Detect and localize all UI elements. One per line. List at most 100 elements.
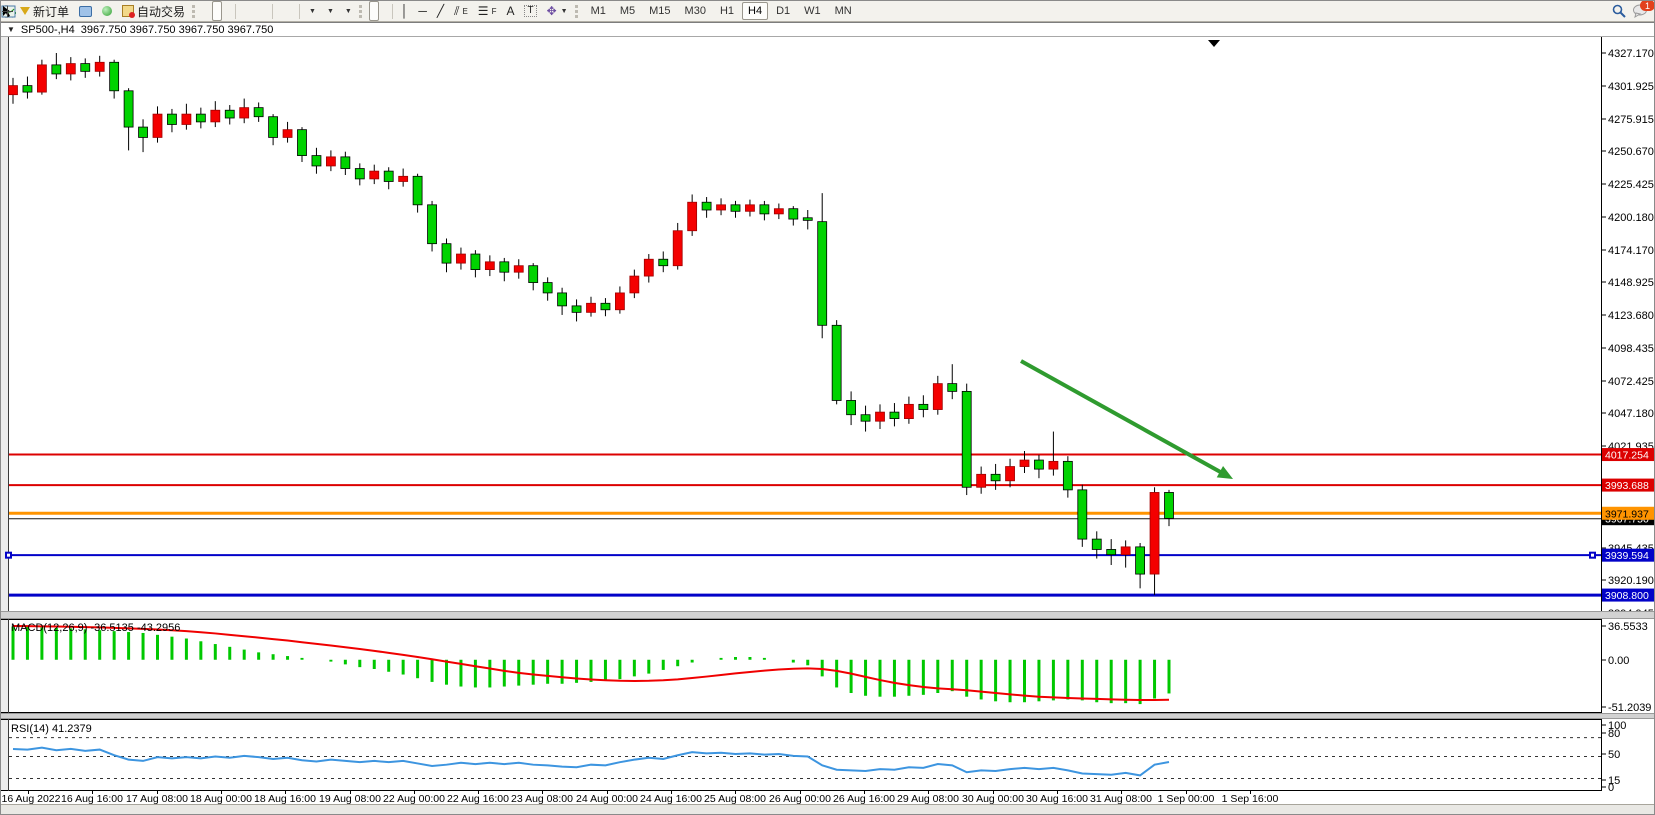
notification-badge[interactable]: 1 [1640, 1, 1654, 11]
zoom-in-button[interactable] [2, 1, 249, 21]
new-chart-button[interactable]: ▼ [1, 1, 321, 21]
text-tool[interactable]: A [501, 1, 519, 21]
chart-header: ▼ SP500-,H4 3967.750 3967.750 3967.750 3… [1, 22, 1654, 37]
panel-divider-rsi[interactable] [1, 713, 1654, 719]
price-tick-label: 4250.670 [1608, 146, 1654, 158]
trend-arrow[interactable] [1020, 359, 1227, 477]
cursor-tool-button[interactable] [3, 1, 379, 21]
candle-body [311, 155, 322, 167]
timeframe-button-MN[interactable]: MN [834, 5, 852, 17]
timeframe-button-H1[interactable]: H1 [719, 5, 735, 17]
candle-body [1091, 538, 1102, 550]
time-label: 22 Aug 00:00 [383, 793, 445, 805]
market-watch-button[interactable] [74, 1, 97, 21]
fibonacci-tool[interactable]: ☰ F [477, 4, 497, 18]
price-tick-label: 4072.425 [1608, 376, 1654, 388]
indicators-button[interactable]: ▼ [1, 1, 357, 21]
candle-body [470, 253, 481, 270]
price-tick-label: 4327.170 [1608, 48, 1654, 60]
candle-body [109, 61, 120, 92]
candle-body [181, 113, 192, 125]
horizontal-line-tool[interactable]: ─ [418, 4, 427, 18]
arrows-tool[interactable]: ✥ ▼ [546, 4, 568, 18]
candle-body [1135, 546, 1145, 575]
macd-tick-label: -51.2039 [1608, 702, 1651, 713]
candle-body [499, 261, 510, 273]
timeframe-button-M5[interactable]: M5 [619, 5, 636, 17]
panel-divider-macd[interactable] [1, 611, 1654, 619]
time-label: 30 Aug 00:00 [962, 793, 1024, 805]
chart-shift-marker[interactable] [1208, 40, 1220, 47]
timeframe-button-H4[interactable]: H4 [742, 2, 769, 20]
candle-body [716, 204, 726, 211]
candle-body [210, 109, 221, 123]
price-tick-label: 3920.190 [1608, 575, 1654, 587]
candle-body [94, 61, 105, 72]
toolbar-grip2[interactable] [192, 4, 198, 18]
timeframe-button-D1[interactable]: D1 [776, 5, 791, 17]
candle-body [325, 156, 336, 167]
tile-windows-button[interactable] [2, 1, 269, 21]
timeframe-button-M15[interactable]: M15 [649, 5, 671, 17]
time-axis[interactable]: 16 Aug 2022 16 Aug 16:00 17 Aug 08:00 18 Au… [1, 791, 1654, 805]
candlestick-chart-button[interactable] [3, 1, 223, 21]
timeframe-button-M30[interactable]: M30 [684, 5, 706, 17]
time-tick [157, 791, 158, 794]
price-chart[interactable]: 4327.170 4301.925 4275.915 4250.670 4225.425… [1, 37, 1655, 611]
channel-sub-label: E [462, 6, 468, 16]
signals-button[interactable] [97, 1, 117, 21]
price-tag-label: 4017.254 [1605, 450, 1649, 462]
trendline-tool[interactable]: ╱ [436, 4, 445, 18]
candle-body [571, 305, 582, 313]
candle-body [51, 64, 62, 75]
period-button[interactable]: ▼ [1, 1, 339, 21]
main-toolbar: 新订单 自动交易 [1, 1, 1654, 22]
bar-chart-button[interactable] [3, 1, 212, 21]
rsi-tick-label: 100 [1608, 720, 1626, 732]
label-tool-label: T [524, 5, 537, 17]
line-chart-button[interactable] [1, 1, 232, 21]
trend-arrow-head [1216, 466, 1233, 479]
candle-body [1048, 460, 1059, 470]
text-label-tool[interactable]: T [519, 1, 541, 21]
toolbar-grip4[interactable] [574, 4, 581, 18]
crosshair-tool-button[interactable] [2, 1, 389, 21]
candles-group[interactable] [8, 53, 1174, 596]
search-icon[interactable] [1612, 4, 1626, 18]
macd-signal-line [12, 625, 1170, 702]
time-label: 26 Aug 00:00 [769, 793, 831, 805]
channel-tool[interactable]: ⫽ E [454, 4, 468, 18]
timeframe-button-M1[interactable]: M1 [590, 5, 606, 17]
candle-body [990, 473, 1001, 482]
new-order-button[interactable]: 新订单 [15, 1, 74, 21]
timeframe-button-W1[interactable]: W1 [804, 5, 821, 17]
zoom-out-button[interactable] [2, 1, 259, 21]
vertical-line-tool[interactable]: │ [400, 4, 409, 18]
cascade-charts-button[interactable] [1, 1, 296, 21]
price-tick-label: 4301.925 [1608, 81, 1654, 93]
macd-tick-label: 0.00 [1608, 655, 1629, 667]
timeframe-toolbar: M1 M5 M15 M30 H1 H4 D1 W1 MN [585, 2, 858, 20]
toolbar-grip3[interactable] [358, 4, 365, 18]
candle-body [80, 63, 91, 72]
new-order-label: 新订单 [33, 4, 70, 19]
window-left-edge [1, 37, 8, 804]
candle-body [600, 302, 611, 311]
price-tick-label: 4123.680 [1608, 310, 1654, 322]
candle-body [224, 109, 235, 119]
macd-indicator-panel[interactable]: 36.5533 0.00 -51.2039 MACD(12,26,9) -36.513… [1, 619, 1655, 713]
time-tick [735, 791, 736, 794]
time-label: 24 Aug 00:00 [576, 793, 638, 805]
auto-trading-button[interactable]: 自动交易 [117, 1, 190, 21]
price-tick-label: 4275.915 [1608, 114, 1654, 126]
candle-body [268, 116, 279, 138]
candle-body [615, 292, 625, 311]
candle-body [412, 175, 423, 206]
candle-body [167, 113, 177, 125]
candle-body [875, 411, 885, 422]
candle-body [513, 265, 524, 273]
rsi-label: RSI(14) 41.2379 [11, 723, 92, 735]
one-click-trading-toggle[interactable]: ▼ [7, 25, 15, 34]
arrange-charts-button[interactable] [1, 1, 286, 21]
